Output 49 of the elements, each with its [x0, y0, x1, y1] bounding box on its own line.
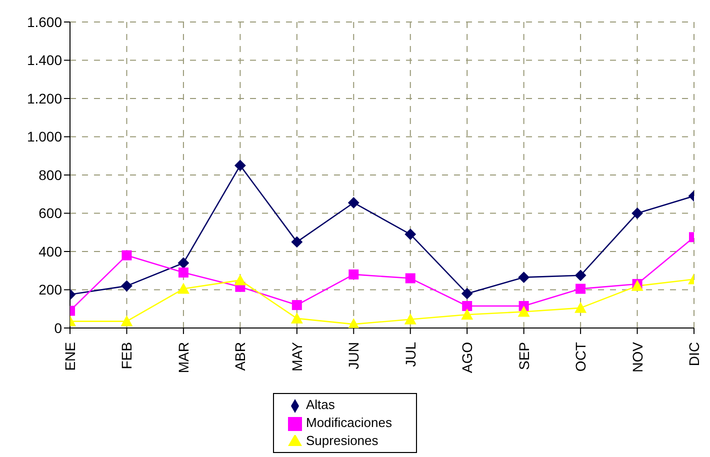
- point: [518, 306, 530, 317]
- x-tick-label: AGO: [459, 342, 476, 374]
- x-tick-label: ENE: [62, 342, 78, 371]
- legend-label: Supresiones: [306, 433, 378, 448]
- x-tick-label: DIC: [686, 342, 702, 366]
- point: [348, 197, 360, 208]
- x-tick-label: JUL: [402, 342, 418, 367]
- point: [234, 160, 246, 171]
- y-tick-label: 200: [38, 282, 62, 298]
- y-tick-label: 1.600: [26, 14, 62, 30]
- y-tick-label: 600: [38, 205, 62, 222]
- x-tick-label: ABR: [232, 342, 248, 371]
- point: [177, 282, 190, 294]
- point: [576, 284, 586, 294]
- point: [292, 300, 302, 310]
- point: [404, 228, 416, 240]
- point: [290, 312, 303, 324]
- point: [234, 274, 246, 286]
- point: [120, 315, 133, 326]
- x-tick-label: MAR: [175, 342, 192, 374]
- point: [575, 270, 586, 281]
- point: [462, 301, 472, 312]
- point: [632, 208, 643, 219]
- y-tick-label: 800: [38, 166, 62, 183]
- point: [518, 272, 530, 283]
- point: [348, 269, 359, 280]
- x-tick-label: JUN: [346, 342, 362, 370]
- point: [291, 236, 302, 248]
- legend-label: Modificaciones: [306, 415, 392, 430]
- y-tick-label: 1.400: [26, 52, 62, 68]
- point: [462, 288, 473, 300]
- point: [122, 250, 132, 260]
- point: [178, 257, 189, 268]
- legend-label: Altas: [306, 397, 335, 412]
- point: [404, 313, 416, 324]
- point: [461, 308, 474, 320]
- x-tick-label: NOV: [629, 341, 646, 372]
- y-tick-label: 400: [38, 243, 62, 260]
- y-tick-label: 1.000: [26, 128, 62, 145]
- point: [178, 268, 188, 278]
- y-tick-label: 0: [54, 320, 62, 336]
- y-tick-label: 1.200: [26, 90, 62, 106]
- point: [121, 280, 132, 292]
- x-tick-label: OCT: [572, 342, 589, 372]
- x-tick-label: MAY: [288, 341, 305, 372]
- x-tick-label: FEB: [118, 342, 135, 370]
- point: [405, 273, 416, 284]
- x-tick-label: SEP: [516, 342, 532, 370]
- point: [574, 302, 587, 313]
